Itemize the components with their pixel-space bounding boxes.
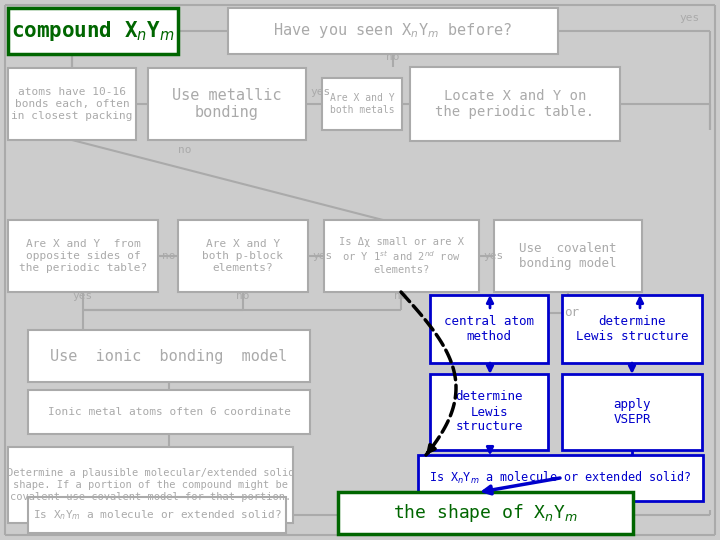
Text: no: no [162,251,176,261]
Text: determine
Lewis structure: determine Lewis structure [576,315,688,343]
Text: apply
VSEPR: apply VSEPR [613,398,651,426]
Text: yes: yes [310,87,330,97]
Text: determine
Lewis
structure: determine Lewis structure [455,390,523,434]
FancyBboxPatch shape [8,447,293,523]
FancyBboxPatch shape [418,455,703,501]
FancyBboxPatch shape [28,390,310,434]
Text: Are X and Y  from
opposite sides of
the periodic table?: Are X and Y from opposite sides of the p… [19,239,147,273]
FancyBboxPatch shape [8,68,136,140]
FancyBboxPatch shape [8,8,178,54]
Text: Are X and Y
both p-block
elements?: Are X and Y both p-block elements? [202,239,284,273]
Text: yes: yes [312,251,332,261]
FancyBboxPatch shape [28,330,310,382]
Text: Is X$_n$Y$_m$ a molecule or extended solid?: Is X$_n$Y$_m$ a molecule or extended sol… [32,508,282,522]
FancyBboxPatch shape [148,68,306,140]
Text: Have you seen X$_n$Y$_m$ before?: Have you seen X$_n$Y$_m$ before? [274,22,513,40]
Text: Determine a plausible molecular/extended solid
shape. If a portion of the compou: Determine a plausible molecular/extended… [6,468,294,502]
FancyBboxPatch shape [562,374,702,450]
Text: Is X$_n$Y$_m$ a molecule or extended solid?: Is X$_n$Y$_m$ a molecule or extended sol… [429,470,692,486]
Text: central atom
method: central atom method [444,315,534,343]
Text: Is Δχ small or are X
or Y 1$^{st}$ and 2$^{nd}$ row
elements?: Is Δχ small or are X or Y 1$^{st}$ and 2… [339,237,464,275]
FancyBboxPatch shape [178,220,308,292]
FancyBboxPatch shape [410,67,620,141]
Text: no: no [386,52,400,62]
Text: yes: yes [73,291,93,301]
Text: or: or [564,306,580,319]
FancyBboxPatch shape [430,374,548,450]
FancyBboxPatch shape [322,78,402,130]
FancyBboxPatch shape [494,220,642,292]
Text: the shape of X$_n$Y$_m$: the shape of X$_n$Y$_m$ [393,502,578,524]
Text: atoms have 10-16
bonds each, often
in closest packing: atoms have 10-16 bonds each, often in cl… [12,87,132,120]
Text: Use  ionic  bonding  model: Use ionic bonding model [50,348,287,363]
Text: no: no [178,145,192,155]
FancyBboxPatch shape [324,220,479,292]
Text: yes: yes [483,251,503,261]
FancyBboxPatch shape [8,220,158,292]
Text: Are X and Y
both metals: Are X and Y both metals [330,93,395,115]
Text: Locate X and Y on
the periodic table.: Locate X and Y on the periodic table. [436,89,595,119]
FancyBboxPatch shape [430,295,548,363]
FancyBboxPatch shape [338,492,633,534]
Text: no: no [236,291,250,301]
Text: Use  covalent
bonding model: Use covalent bonding model [519,242,617,270]
Text: no: no [395,291,408,301]
Text: Use metallic
bonding: Use metallic bonding [172,88,282,120]
Text: yes: yes [680,13,700,23]
FancyBboxPatch shape [28,497,286,533]
FancyBboxPatch shape [562,295,702,363]
FancyBboxPatch shape [228,8,558,54]
Text: Ionic metal atoms often 6 coordinate: Ionic metal atoms often 6 coordinate [48,407,290,417]
Text: compound X$_n$Y$_m$: compound X$_n$Y$_m$ [11,19,175,43]
